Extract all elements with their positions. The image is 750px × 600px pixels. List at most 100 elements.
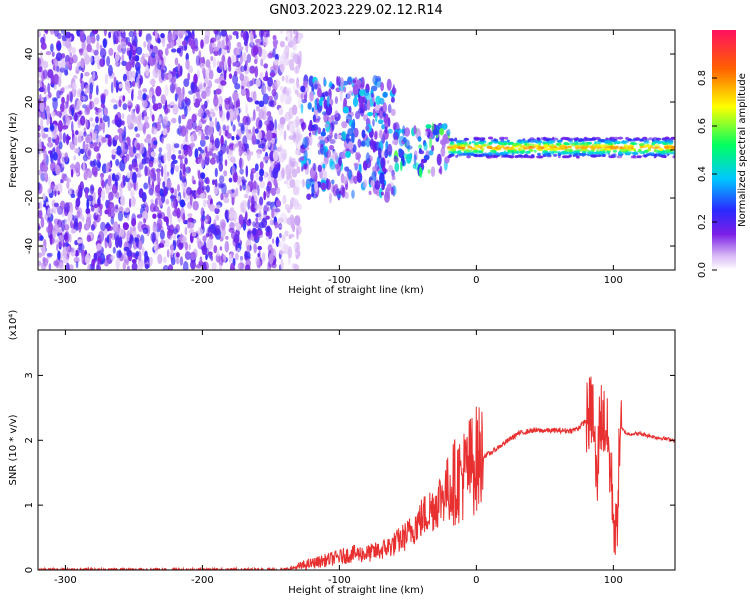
spectrogram-cell <box>54 30 59 37</box>
spectrogram-cell <box>233 172 238 183</box>
spectrogram-cell <box>227 189 233 195</box>
spectrogram-cell <box>215 253 221 263</box>
spectrogram-cell <box>450 148 455 152</box>
spectrogram-cell <box>126 214 130 221</box>
spectrogram-cell <box>253 90 257 103</box>
spectrogram-cell <box>150 78 156 86</box>
spectrogram-cell <box>251 181 259 192</box>
spectrogram-x-tick-label: 0 <box>473 275 479 286</box>
spectrogram-cell <box>118 236 123 248</box>
spectrogram-cell <box>247 230 252 235</box>
spectrogram-cell <box>142 88 148 93</box>
spectrogram-cell <box>42 164 49 173</box>
spectrogram-cell <box>386 183 392 192</box>
spectrogram-cell <box>295 248 301 260</box>
spectrogram-cell <box>47 82 51 94</box>
spectrogram-cell <box>224 70 227 81</box>
spectrogram-cell <box>78 110 83 116</box>
spectrogram-cell <box>211 153 217 160</box>
spectrogram-cell <box>46 201 49 207</box>
spectrogram-cell <box>184 251 191 261</box>
spectrogram-cell <box>199 62 205 70</box>
spectrogram-cell <box>172 103 179 115</box>
spectrogram-cell <box>322 163 326 169</box>
spectrogram-cell <box>56 243 59 252</box>
spectrogram-cell <box>125 61 132 72</box>
spectrogram-cell <box>283 130 287 141</box>
spectrogram-cell <box>632 155 638 159</box>
spectrogram-cell <box>73 134 78 146</box>
spectrogram-cell <box>172 67 176 77</box>
spectrogram-cell <box>580 143 585 147</box>
spectrogram-cell <box>119 187 123 198</box>
spectrogram-cell <box>336 193 342 199</box>
spectrogram-cell <box>456 139 463 143</box>
spectrogram-cell <box>56 42 62 51</box>
spectrogram-cell <box>123 179 126 187</box>
spectrogram-cell <box>119 251 122 258</box>
spectrogram-cell <box>90 224 95 231</box>
snr-line <box>38 376 675 570</box>
spectrogram-cell <box>346 91 352 100</box>
spectrogram-cell <box>107 174 112 187</box>
spectrogram-cell <box>569 140 574 144</box>
spectrogram-cell <box>102 122 105 134</box>
spectrogram-cell <box>599 151 603 155</box>
spectrogram-cell <box>83 131 87 137</box>
spectrogram-cell <box>196 92 201 100</box>
spectrogram-cell <box>523 154 529 158</box>
spectrogram-cell <box>217 151 220 158</box>
spectrogram-cell <box>544 152 549 156</box>
spectrogram-cell <box>143 116 150 121</box>
spectrogram-cell <box>336 134 342 139</box>
spectrogram-cell <box>79 148 85 154</box>
spectrogram-cell <box>64 234 69 242</box>
spectrogram-cell <box>159 229 165 240</box>
spectrogram-cell <box>227 152 234 162</box>
spectrogram-cell <box>143 218 147 224</box>
spectrogram-cell <box>73 256 80 264</box>
spectrogram-cell <box>136 32 139 37</box>
spectrogram-cell <box>150 172 157 183</box>
spectrogram-cell <box>100 172 105 178</box>
spectrogram-cell <box>161 68 165 81</box>
spectrogram-cell <box>153 158 157 164</box>
spectrogram-cell <box>126 265 130 270</box>
spectrogram-cell <box>212 179 216 186</box>
spectrogram-cell <box>280 240 283 249</box>
spectrogram-cell <box>380 82 384 92</box>
spectrogram-cell <box>293 263 299 270</box>
spectrogram-cell <box>57 76 62 87</box>
spectrogram-cell <box>602 150 606 154</box>
spectrogram-cell <box>605 137 609 141</box>
snr-frame <box>37 329 676 571</box>
spectrogram-cell <box>64 218 70 231</box>
spectrogram-cell <box>195 97 202 103</box>
colorbar-gradient <box>712 30 736 270</box>
spectrogram-cell <box>57 190 60 196</box>
spectrogram-cell <box>58 131 63 142</box>
spectrogram-cell <box>444 156 450 164</box>
spectrogram-cell <box>152 67 159 79</box>
spectrogram-cell <box>106 255 109 261</box>
spectrogram-cell <box>197 108 204 118</box>
spectrogram-cell <box>345 133 350 144</box>
spectrogram-cell <box>592 149 595 153</box>
spectrogram-cell <box>439 128 445 136</box>
spectrogram-cell <box>136 142 141 151</box>
spectrogram-cell <box>72 215 79 224</box>
spectrogram-cell <box>638 138 644 142</box>
spectrogram-cell <box>616 155 623 159</box>
spectrogram-cell <box>51 111 56 118</box>
spectrogram-cell <box>165 198 170 205</box>
spectrogram-cell <box>506 147 510 151</box>
spectrogram-cell <box>96 243 102 251</box>
spectrogram-cell <box>359 89 366 97</box>
spectrogram-cell <box>214 78 221 84</box>
spectrogram-cell <box>42 113 46 120</box>
spectrogram-cell <box>334 163 340 170</box>
spectrogram-y-tick-label: -20 <box>24 190 35 206</box>
spectrogram-cell <box>149 44 154 50</box>
spectrogram-cell <box>262 93 269 105</box>
